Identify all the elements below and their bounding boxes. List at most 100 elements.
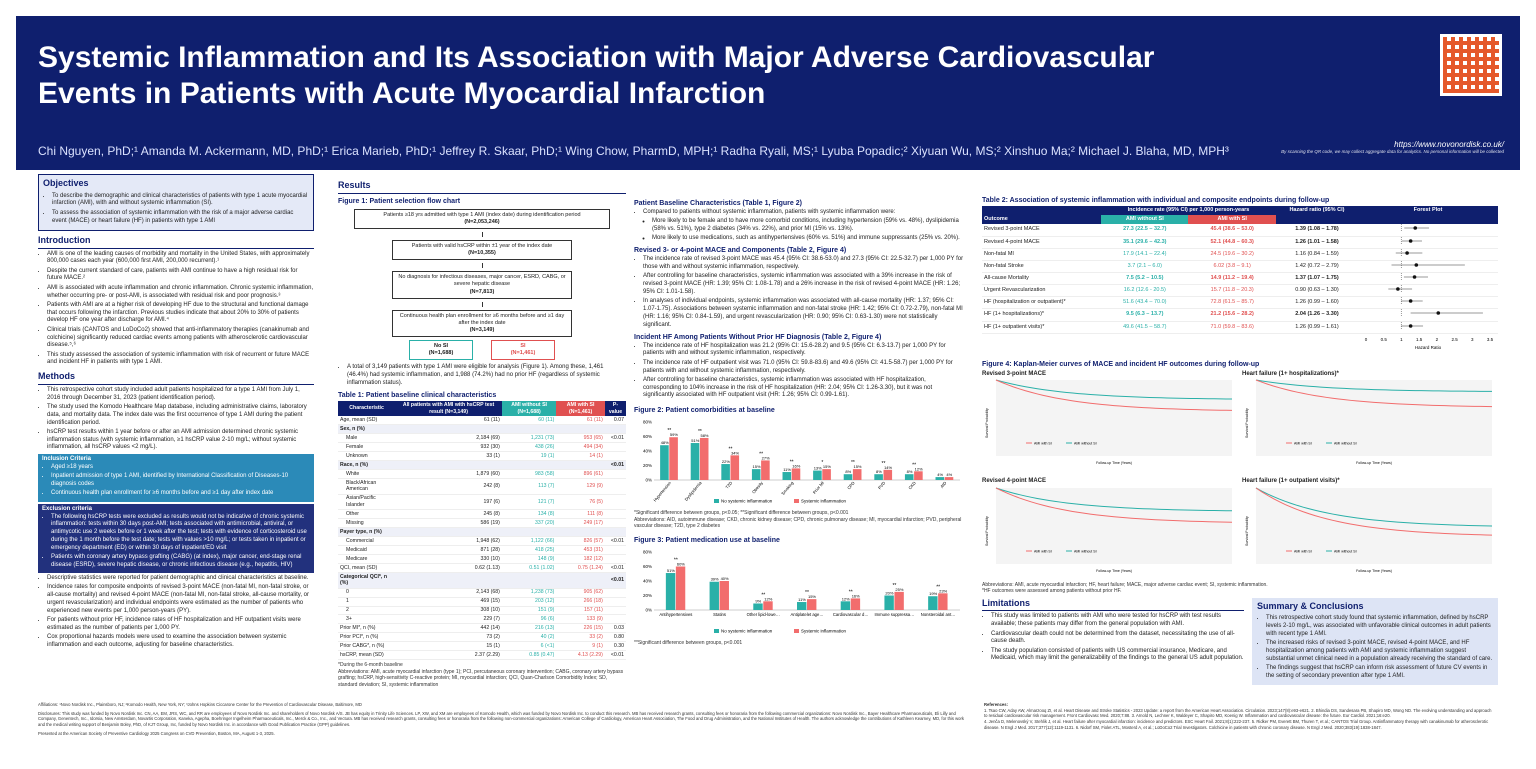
table-cell: 1.16 (0.84 – 1.59): [1275, 248, 1358, 261]
incidence-header: Incidence rate (95% CI) per 1,000 person…: [1101, 206, 1276, 216]
sig-marker: **: [698, 429, 702, 435]
table-cell: Asian/Pacific Islander: [338, 494, 396, 511]
data-label: 15%: [753, 464, 761, 469]
table-cell: 337 (20): [501, 518, 557, 529]
table-cell: 151 (9): [501, 606, 557, 616]
table-cell: <0.01: [604, 572, 626, 589]
limitation-2: The study population consisted of patien…: [991, 648, 1244, 664]
table-row: 2 308 (10) 151 (9) 157 (11): [338, 606, 626, 616]
km-plot: Survival Probability Follow-up Time (Year…: [1245, 487, 1493, 573]
table-cell: 0.85 (0.47): [501, 650, 557, 661]
hr-point: [1408, 238, 1413, 243]
category-label: Obesity: [751, 480, 765, 495]
references-b: 4. Jenča D, Melenovský V, Stehlik J, et …: [984, 719, 1489, 730]
table-cell: 3+: [338, 614, 396, 625]
baseline-sub-0: More likely to be female and to have mor…: [652, 218, 964, 234]
forest-row: [1400, 297, 1423, 306]
table-cell: 418 (25): [501, 545, 557, 556]
y-tick-label: 20%: [643, 593, 652, 598]
sponsor-url[interactable]: https://www.novonordisk.co.uk/: [1394, 140, 1504, 149]
fig2-abbr: Abbreviations: AID, autoimmune disease; …: [634, 516, 962, 530]
inclusion-heading: Inclusion Criteria: [42, 456, 92, 463]
table-cell: 129 (9): [556, 478, 605, 495]
fig4-note: *HF outcomes were assessed among patient…: [982, 588, 1122, 595]
category-label: Immune suppressa…: [875, 612, 915, 617]
km-curve: [1255, 379, 1493, 408]
bar-0: [904, 474, 914, 481]
table-cell: [604, 451, 626, 462]
data-label: 9%: [755, 598, 761, 603]
km-ylabel: Survival Probability: [985, 516, 989, 546]
forest-row: [1400, 321, 1424, 330]
table-cell: 2.37 (2.29): [395, 650, 502, 661]
km-legend: AMI without SI: [1334, 549, 1357, 553]
table-cell: 61 (11): [556, 416, 605, 426]
qr-code-icon[interactable]: [1440, 34, 1502, 96]
table-cell: [604, 597, 626, 607]
data-label: 27%: [762, 456, 770, 461]
data-label: 51%: [691, 438, 699, 443]
bar-1: [791, 468, 801, 481]
fig4-title: Figure 4: Kaplan-Meier curves of MACE an…: [982, 361, 1260, 369]
table-cell: 1.39 (1.08 – 1.78): [1275, 224, 1358, 237]
table-cell: Age, mean (SD): [338, 416, 396, 426]
km-curve: [1255, 487, 1493, 536]
data-label: 59%: [670, 433, 678, 438]
bar-1: [675, 566, 686, 610]
table-cell: [395, 460, 502, 471]
table-cell: 134 (8): [501, 509, 557, 520]
table-cell: 40 (2): [501, 632, 557, 643]
table-cell: <0.01: [604, 563, 626, 573]
data-label: 11%: [798, 597, 806, 602]
bar-0: [874, 474, 883, 481]
results-heading: Results: [338, 180, 626, 194]
table-cell: [501, 572, 557, 589]
table-cell: 586 (19): [395, 518, 502, 529]
table-cell: 216 (13): [501, 623, 557, 634]
mace-item-0: The incidence rate of revised 3-point MA…: [643, 256, 964, 272]
mace-item-1: After controlling for baseline character…: [643, 273, 964, 296]
legend-label: No systemic inflammation: [721, 499, 773, 504]
table-cell: Race, n (%): [338, 460, 396, 471]
hf-item-2: After controlling for baseline character…: [643, 377, 964, 400]
bar-0: [709, 581, 719, 610]
baseline-sub-list: More likely to be female and to have mor…: [634, 218, 964, 243]
medication-chart: 0%20%40%60%80%51%60%**Antihypertensives3…: [643, 549, 960, 633]
inclusion-item-2: Continuous health plan enrollment for ≥6…: [51, 490, 310, 498]
table-cell: [556, 527, 605, 538]
km-panel-title: Revised 3-point MACE: [982, 370, 1047, 377]
table-cell: 953 (65): [556, 433, 605, 444]
bar-0: [928, 595, 938, 610]
km-xlabel: Follow-up Time (Years): [1096, 461, 1132, 465]
method-item-b-3: Cox proportional hazards models were use…: [47, 634, 314, 650]
table2-title: Table 2: Association of systemic inflamm…: [982, 197, 1330, 204]
forest-tick: 3: [1471, 337, 1474, 342]
table-row: Revised 4-point MACE 35.1 (29.6 – 42.3) 52…: [982, 236, 1498, 249]
bar-1: [852, 469, 862, 481]
data-label: 40%: [721, 576, 729, 581]
references: References: 1. Tsao CW, Aday AW, Almarzo…: [984, 702, 1494, 730]
table-cell: hsCRP, mean (SD): [338, 650, 396, 661]
bar-1: [669, 437, 678, 481]
table-cell: 14 (1): [556, 451, 605, 462]
bar-1: [850, 598, 861, 610]
fig4-abbr: Abbreviations: AMI, acute myocardial inf…: [982, 581, 1268, 588]
table-cell: Non-fatal MI: [982, 248, 1102, 261]
fig1-title: Figure 1: Patient selection flow chart: [338, 197, 461, 205]
bar-0: [751, 469, 761, 481]
sig-marker: **: [936, 584, 940, 590]
data-label: 15%: [853, 464, 861, 469]
bar-1: [914, 471, 923, 481]
category-label: AID: [939, 481, 947, 490]
data-label: 16%: [792, 464, 800, 469]
summary-box: Summary & Conclusions This retrospective…: [1252, 597, 1498, 686]
table-cell: 1,879 (60): [395, 469, 502, 480]
table1-abbr: Abbreviations: AMI, acute myocardial inf…: [338, 668, 624, 688]
sig-marker: **: [761, 592, 765, 598]
table-cell: 905 (62): [556, 588, 605, 598]
sig-marker: **: [805, 590, 809, 596]
forest-tick: 0.5: [1381, 337, 1388, 342]
km-legend: AMI without SI: [1074, 549, 1097, 553]
km-panel: Revised 3-point MACE Survival Probability…: [982, 371, 1238, 475]
hr-point: [1412, 275, 1417, 279]
